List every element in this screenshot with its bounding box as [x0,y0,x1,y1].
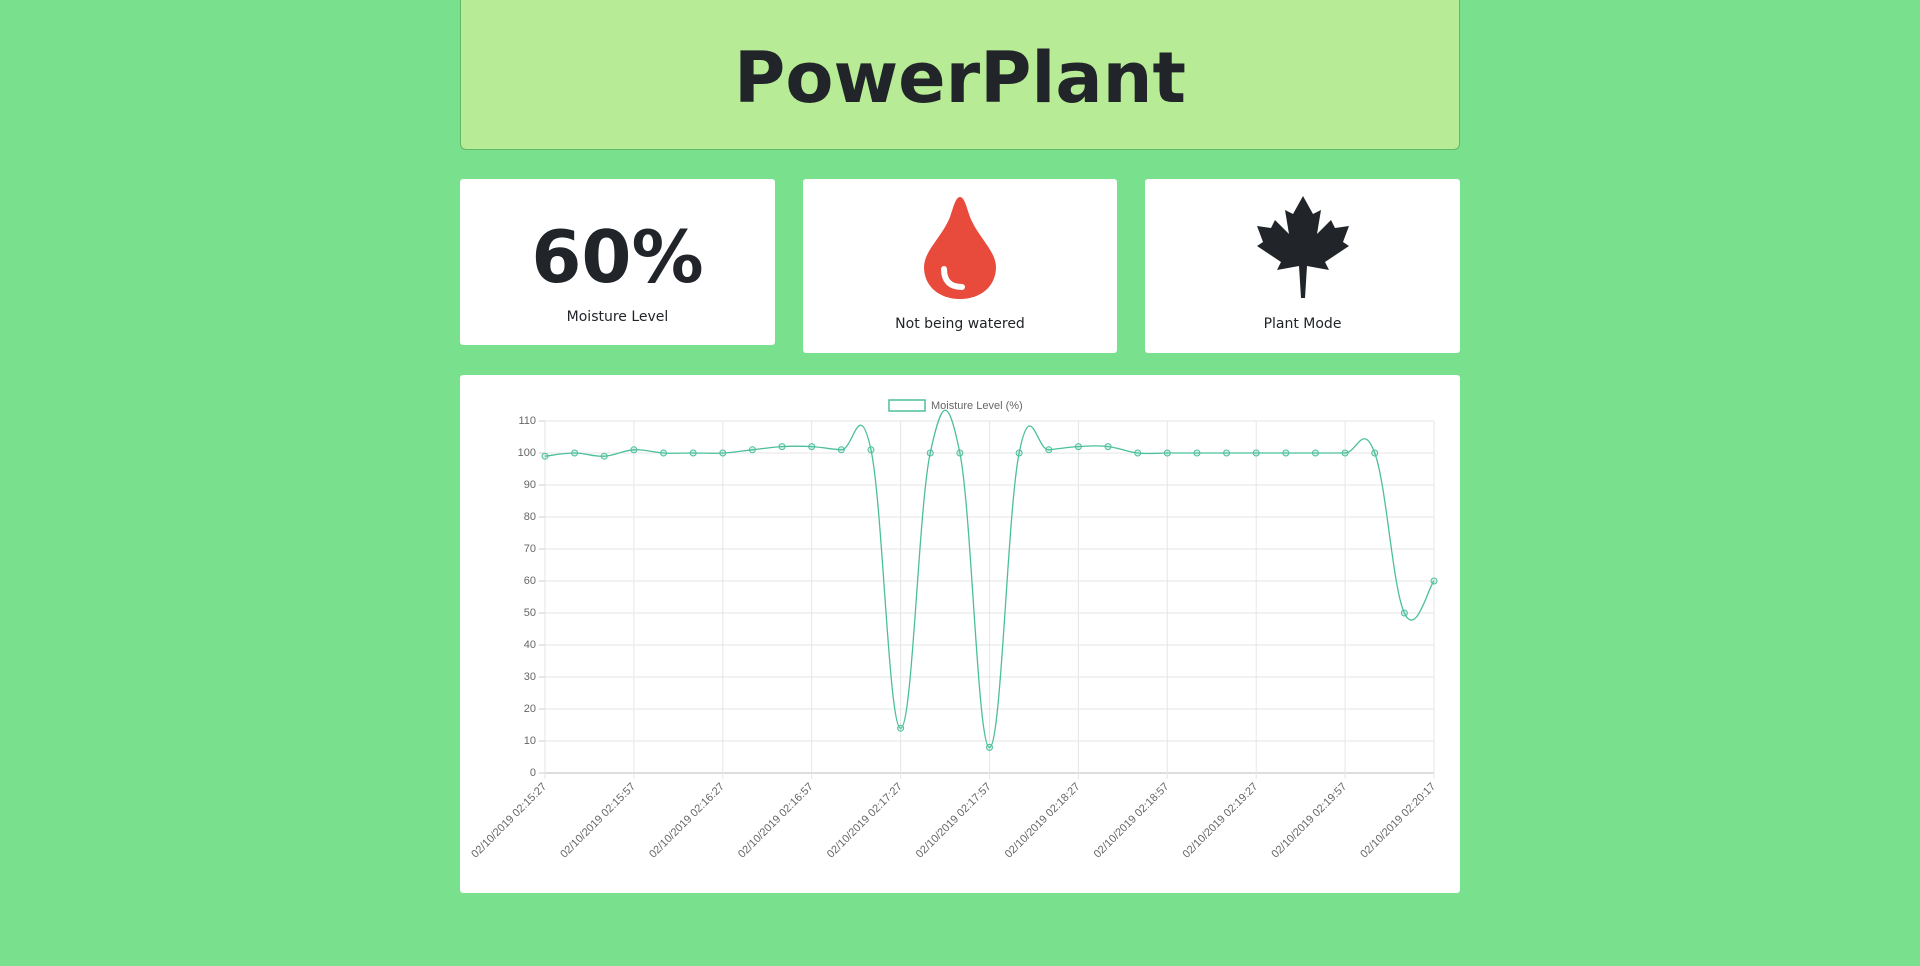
data-point [719,449,727,457]
data-point [1045,446,1053,454]
moisture-card: 60% Moisture Level [460,179,775,345]
data-point [778,443,786,451]
x-tick-label: 02/10/2019 02:20:17 [1358,781,1438,861]
data-point [1193,449,1201,457]
chart: Moisture Level (%) 0 10 20 30 40 50 60 70 80 90 10… [469,399,1438,861]
data-point [660,449,668,457]
data-point [1400,609,1408,617]
data-point [1341,449,1349,457]
x-tick-label: 02/10/2019 02:17:27 [825,781,905,861]
moisture-label: Moisture Level [566,309,669,325]
watering-card: Not being watered [803,179,1117,353]
x-tick-label: 02/10/2019 02:19:57 [1269,781,1349,861]
legend-swatch [888,399,926,412]
data-point [956,449,964,457]
data-point [1311,449,1319,457]
y-tick-label: 50 [524,607,536,619]
y-tick-label: 10 [524,735,536,747]
y-tick-label: 100 [518,447,536,459]
watering-label: Not being watered [895,316,1025,332]
data-point [808,443,816,451]
x-tick-label: 02/10/2019 02:18:27 [1003,781,1083,861]
x-tick-label: 02/10/2019 02:17:57 [914,781,994,861]
data-point [837,446,845,454]
mode-label: Plant Mode [1263,316,1342,332]
data-point [571,449,579,457]
x-tick-label: 02/10/2019 02:15:27 [469,781,549,861]
data-point [867,446,875,454]
title: PowerPlant [734,36,1186,119]
chart-card: Moisture Level (%) 0 10 20 30 40 50 60 70 80 90 10… [460,375,1460,893]
y-tick-label: 20 [524,703,536,715]
data-point [1015,449,1023,457]
y-tick-label: 40 [524,639,536,651]
y-tick-label: 30 [524,671,536,683]
series-line [544,409,1435,749]
data-point [1252,449,1260,457]
data-point [1163,449,1171,457]
data-point [986,743,993,751]
data-point [689,449,697,457]
y-tick-label: 70 [524,543,536,555]
data-point [1282,449,1290,457]
mode-card: Plant Mode [1145,179,1460,353]
data-point [600,452,608,460]
legend-label: Moisture Level (%) [931,400,1023,412]
y-tick-label: 60 [524,575,536,587]
data-point [748,446,756,454]
y-tick-label: 110 [518,415,536,427]
x-tick-label: 02/10/2019 02:18:57 [1092,781,1172,861]
y-tick-label: 0 [530,767,536,779]
x-tick-label: 02/10/2019 02:16:27 [647,781,727,861]
drop-icon [924,197,996,299]
data-point [1074,443,1082,451]
x-tick-label: 02/10/2019 02:16:57 [736,781,816,861]
data-point [1371,449,1379,457]
data-point [897,724,905,732]
y-tick-label: 90 [524,479,536,491]
data-point [630,446,638,454]
data-point [926,449,934,457]
data-point [1104,443,1112,451]
data-point [541,452,549,460]
data-point [1134,449,1142,457]
data-point [1223,449,1231,457]
y-tick-label: 80 [524,511,536,523]
data-point [1430,577,1438,585]
x-tick-label: 02/10/2019 02:15:57 [558,781,638,861]
x-tick-label: 02/10/2019 02:19:27 [1181,781,1261,861]
header: PowerPlant [460,0,1460,150]
leaf-icon [1257,196,1349,298]
moisture-value: 60% [531,215,704,299]
